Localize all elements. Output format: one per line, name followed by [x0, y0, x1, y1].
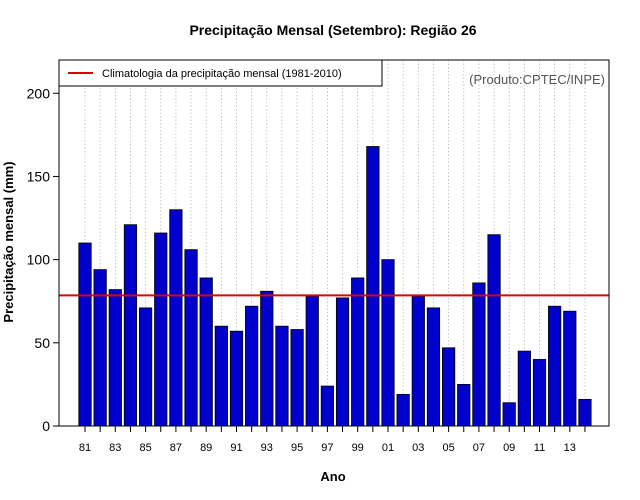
x-tick-label: 13 — [564, 442, 576, 454]
y-tick-label: 150 — [27, 168, 51, 184]
y-tick-label: 100 — [27, 252, 51, 268]
bar-92 — [245, 305, 259, 427]
bar-07 — [472, 282, 486, 427]
bar-83 — [108, 289, 122, 427]
x-tick-label: 93 — [261, 442, 273, 454]
bar-86 — [154, 232, 168, 427]
y-axis-label: Precipitação mensal (mm) — [1, 161, 16, 322]
bar-03 — [411, 295, 425, 427]
bar-12 — [548, 305, 562, 427]
bar-96 — [305, 295, 319, 427]
y-tick-label: 0 — [42, 418, 50, 434]
x-tick-label: 83 — [109, 442, 121, 454]
x-tick-label: 07 — [473, 442, 485, 454]
x-tick-label: 11 — [534, 442, 545, 454]
bar-02 — [396, 393, 410, 427]
bar-85 — [138, 307, 153, 427]
x-tick-label: 09 — [503, 442, 515, 454]
bar-04 — [426, 307, 441, 427]
bar-88 — [184, 249, 198, 427]
x-tick-label: 81 — [79, 442, 91, 454]
x-tick-label: 01 — [382, 442, 394, 454]
x-tick-label: 87 — [170, 442, 182, 454]
bar-14 — [578, 398, 592, 427]
bar-99 — [351, 277, 365, 427]
y-tick-label: 50 — [34, 335, 50, 351]
legend-label: Climatologia da precipitação mensal (198… — [102, 68, 342, 80]
x-tick-label: 99 — [352, 442, 364, 454]
x-tick-label: 03 — [412, 442, 424, 454]
bar-81 — [78, 242, 92, 427]
bar-89 — [199, 277, 213, 427]
axes: 0 50 100 150 200 81 83 85 87 89 91 93 95 97 99 01 03 05 07… — [27, 59, 610, 454]
bar-97 — [320, 385, 335, 427]
bar-84 — [123, 224, 138, 427]
x-tick-label: 91 — [230, 442, 242, 454]
x-tick-label: 89 — [200, 442, 212, 454]
bar-05 — [441, 347, 456, 427]
bar-10 — [517, 350, 531, 427]
bar-series — [78, 146, 592, 427]
bar-93 — [260, 290, 274, 427]
bar-87 — [169, 209, 183, 427]
legend-box — [58, 59, 383, 87]
y-tick-label: 200 — [27, 85, 51, 101]
x-tick-label: 95 — [291, 442, 303, 454]
credit-annotation: (Produto:CPTEC/INPE) — [469, 72, 605, 87]
bar-11 — [532, 359, 547, 427]
legend: Climatologia da precipitação mensal (198… — [58, 59, 383, 87]
bar-08 — [487, 234, 501, 427]
bar-98 — [335, 297, 350, 427]
bar-06 — [457, 384, 471, 427]
chart-title: Precipitação Mensal (Setembro): Região 2… — [189, 22, 476, 38]
bar-13 — [563, 310, 577, 427]
x-tick-label: 85 — [139, 442, 151, 454]
x-axis-label: Ano — [320, 469, 345, 484]
bar-94 — [275, 325, 289, 427]
bar-09 — [502, 402, 516, 427]
bar-91 — [229, 330, 244, 427]
bar-82 — [93, 269, 107, 427]
bar-00 — [366, 146, 380, 427]
bar-95 — [290, 329, 304, 427]
x-tick-label: 97 — [321, 442, 333, 454]
x-tick-label: 05 — [442, 442, 454, 454]
bar-90 — [214, 325, 228, 427]
bar-01 — [381, 259, 395, 427]
